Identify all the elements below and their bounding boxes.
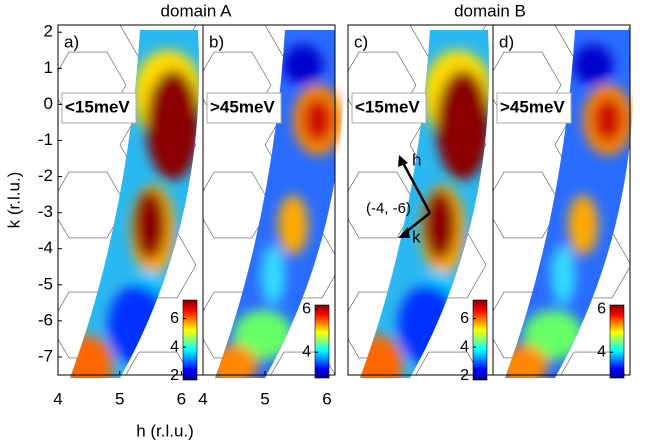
colorbar-tick-label: 2 bbox=[460, 367, 469, 384]
panel-label: c) bbox=[354, 32, 368, 51]
map-feature bbox=[108, 285, 168, 365]
energy-box bbox=[206, 92, 282, 124]
x-tick-label: 6 bbox=[322, 389, 331, 408]
y-tick-label: 0 bbox=[44, 94, 53, 113]
y-tick-label: -5 bbox=[38, 274, 53, 293]
energy-box bbox=[61, 92, 137, 124]
energy-label: <15meV bbox=[355, 97, 420, 116]
colorbar bbox=[472, 299, 488, 381]
colorbar-tick-label: 4 bbox=[170, 338, 179, 355]
annotation: h bbox=[412, 150, 421, 169]
x-tick-label: 5 bbox=[115, 389, 124, 408]
x-axis-label: h (r.l.u.) bbox=[136, 421, 194, 440]
panel: d) >45meV 4 6 bbox=[492, 24, 633, 379]
y-tick-label: -3 bbox=[38, 202, 53, 221]
colorbar-tick-label: 4 bbox=[597, 343, 606, 360]
map-feature bbox=[523, 310, 583, 360]
y-tick-label: -1 bbox=[38, 130, 53, 149]
intensity-map bbox=[70, 30, 200, 378]
map-feature bbox=[505, 345, 548, 378]
annotation: k bbox=[412, 227, 421, 246]
energy-label: >45meV bbox=[500, 97, 565, 116]
map-feature bbox=[283, 45, 323, 85]
annotation: (-4, -6) bbox=[366, 200, 411, 217]
x-tick-label: 4 bbox=[198, 389, 207, 408]
map-feature bbox=[593, 98, 623, 142]
panel: c) <15meV 2 4 6 h k(-4, -6) bbox=[347, 24, 494, 384]
energy-label: >45meV bbox=[210, 97, 275, 116]
colorbar bbox=[182, 299, 198, 381]
title: domain B bbox=[454, 1, 526, 20]
arrow-head bbox=[398, 227, 410, 238]
panel-label: b) bbox=[209, 32, 224, 51]
colorbar-tick-label: 2 bbox=[170, 367, 179, 384]
map-feature bbox=[134, 190, 166, 260]
y-tick-label: -7 bbox=[38, 346, 53, 365]
y-tick-label: -6 bbox=[38, 310, 53, 329]
x-tick-label: 5 bbox=[260, 389, 269, 408]
y-tick-label: -2 bbox=[38, 166, 53, 185]
map-feature bbox=[551, 245, 575, 305]
map-feature bbox=[424, 190, 456, 260]
panel-label: d) bbox=[499, 32, 514, 51]
lattice-hexagon bbox=[348, 171, 417, 239]
panel: b) >45meV 4 5 6 4 6 bbox=[198, 24, 343, 408]
colorbar-tick-label: 6 bbox=[302, 301, 311, 318]
map-feature bbox=[436, 70, 490, 180]
energy-box bbox=[496, 92, 572, 124]
colorbar-tick-label: 6 bbox=[597, 301, 606, 318]
colorbar-tick-label: 6 bbox=[170, 310, 179, 327]
map-feature bbox=[568, 195, 598, 255]
y-axis-label: k (r.l.u.) bbox=[4, 172, 23, 229]
colorbar-tick-label: 4 bbox=[302, 343, 311, 360]
colorbar bbox=[609, 304, 625, 379]
y-tick-label: -4 bbox=[38, 238, 53, 257]
map-feature bbox=[215, 345, 258, 378]
lattice-hexagon bbox=[415, 351, 481, 375]
panel-frame bbox=[202, 24, 336, 376]
lattice-hexagon bbox=[125, 351, 191, 375]
y-tick-label: 2 bbox=[44, 22, 53, 41]
panel-label: a) bbox=[64, 32, 79, 51]
arrow-head bbox=[398, 155, 408, 167]
lattice-hexagon bbox=[203, 171, 272, 239]
map-feature bbox=[303, 98, 333, 142]
colorbar bbox=[314, 304, 330, 379]
map-feature bbox=[573, 45, 613, 85]
map-feature bbox=[278, 195, 308, 255]
map-feature bbox=[360, 335, 403, 378]
x-tick-label: 4 bbox=[53, 389, 62, 408]
y-tick-label: 1 bbox=[44, 58, 53, 77]
lattice-hexagon bbox=[58, 171, 127, 239]
title: domain A bbox=[161, 1, 233, 20]
map-feature bbox=[233, 310, 293, 360]
arrow bbox=[400, 160, 432, 214]
colorbar-tick-label: 4 bbox=[460, 338, 469, 355]
colorbar-tick-label: 6 bbox=[460, 310, 469, 327]
map-feature bbox=[70, 335, 113, 378]
map-feature bbox=[398, 285, 458, 365]
energy-label: <15meV bbox=[65, 97, 130, 116]
map-feature bbox=[146, 70, 200, 180]
panel-frame bbox=[492, 24, 631, 376]
map-feature bbox=[261, 245, 285, 305]
energy-box bbox=[351, 92, 427, 124]
lattice-hexagon bbox=[493, 171, 562, 239]
x-tick-label: 6 bbox=[177, 389, 186, 408]
